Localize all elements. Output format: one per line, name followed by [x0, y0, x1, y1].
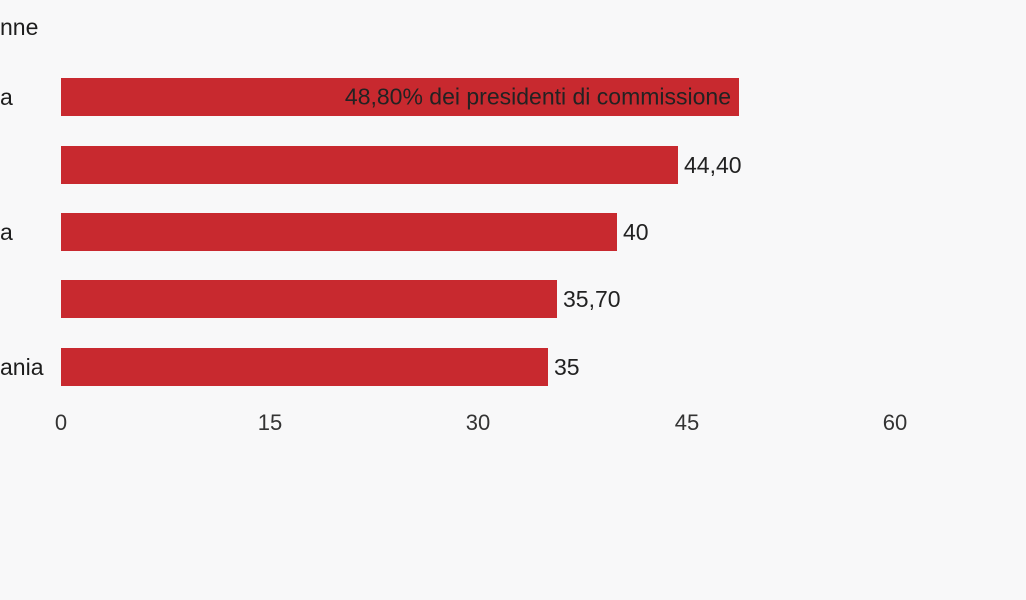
bar-row: 35,70 [61, 280, 621, 318]
bar[interactable]: 48,80% dei presidenti di commissione [61, 78, 739, 116]
bar-value-label: 35,70 [563, 285, 621, 312]
x-axis-tick-label: 45 [674, 410, 700, 435]
bar-value-label: 40 [623, 218, 649, 245]
bar-value-label: 35 [554, 353, 580, 380]
category-label-fragment: a [0, 219, 13, 245]
x-axis-tick-label: 60 [882, 410, 908, 435]
bar-value-label: 44,40 [684, 151, 742, 178]
bar[interactable] [61, 213, 617, 251]
x-axis-tick-label: 0 [54, 410, 68, 435]
bar[interactable] [61, 348, 548, 386]
bar[interactable] [61, 146, 678, 184]
x-axis-tick-label: 30 [465, 410, 491, 435]
bar-row: 35 [61, 348, 580, 386]
bar-row: 48,80% dei presidenti di commissione [61, 78, 739, 116]
bar-row: 44,40 [61, 146, 742, 184]
category-label-fragment: a [0, 84, 13, 110]
x-axis-tick-label: 15 [257, 410, 283, 435]
category-label-fragment: ania [0, 354, 44, 380]
bar-row: 40 [61, 213, 649, 251]
chart-title-fragment: nne [0, 14, 39, 40]
bar[interactable] [61, 280, 557, 318]
bar-value-label: 48,80% dei presidenti di commissione [344, 83, 731, 110]
